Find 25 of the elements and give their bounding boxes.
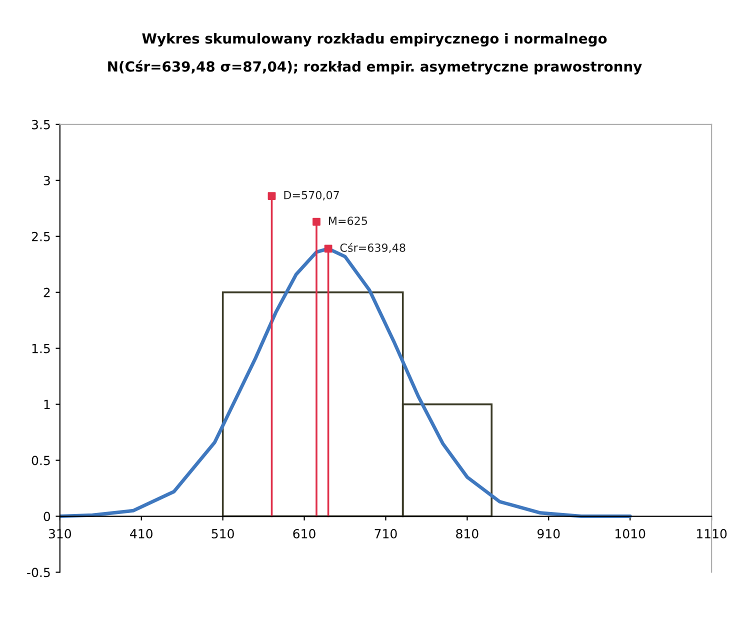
x-tick-label: 610 bbox=[293, 528, 316, 538]
y-tick-label: -0.5 bbox=[27, 568, 50, 578]
y-tick-label: 1 bbox=[44, 400, 50, 410]
x-tick-label: 410 bbox=[130, 528, 152, 538]
y-tick-label: 3.5 bbox=[32, 120, 50, 130]
chart-title: Wykres skumulowany rozkładu empirycznego i normalnego bbox=[142, 32, 607, 47]
y-tick-label: 2 bbox=[44, 288, 50, 298]
x-tick-label: 1110 bbox=[697, 528, 727, 538]
point bbox=[312, 218, 320, 226]
x-tick-label: 1010 bbox=[616, 528, 646, 538]
series-label: M=625 bbox=[328, 216, 368, 226]
point bbox=[324, 244, 332, 253]
x-tick-label: 710 bbox=[374, 528, 397, 538]
series-label: D=570,07 bbox=[284, 190, 339, 200]
x-tick-label: 910 bbox=[538, 528, 560, 538]
x-tick-label: 510 bbox=[212, 528, 234, 538]
series-label: Cśr=639,48 bbox=[340, 242, 406, 254]
point bbox=[268, 192, 276, 200]
y-tick-label: 2.5 bbox=[32, 232, 50, 242]
y-tick-label: 3 bbox=[44, 176, 50, 186]
x-tick-label: 810 bbox=[456, 528, 478, 538]
y-tick-label: 1.5 bbox=[32, 344, 50, 354]
y-tick-label: 0.5 bbox=[32, 456, 50, 466]
y-tick-label: 0 bbox=[44, 512, 50, 522]
chart-subtitle: N(Cśr=639,48 σ=87,04); rozkład empir. asymetryczne prawostronny bbox=[108, 60, 642, 75]
